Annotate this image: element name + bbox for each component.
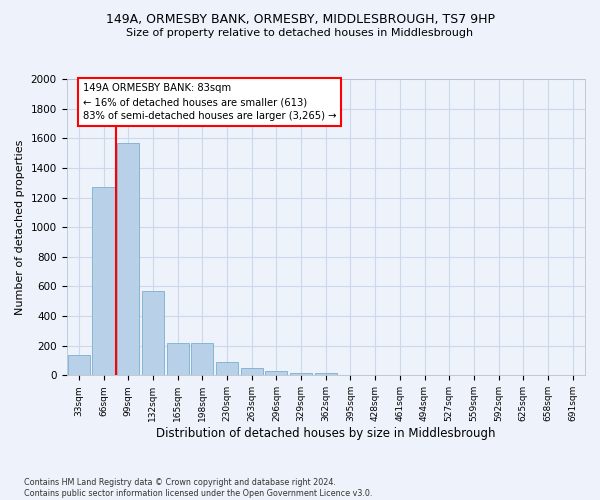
Bar — [314, 373, 337, 376]
Y-axis label: Number of detached properties: Number of detached properties — [15, 140, 25, 315]
Bar — [216, 362, 238, 376]
Bar — [191, 342, 214, 376]
Bar — [92, 187, 115, 376]
Bar — [167, 342, 189, 376]
Bar — [68, 354, 90, 376]
Text: 149A ORMESBY BANK: 83sqm
← 16% of detached houses are smaller (613)
83% of semi-: 149A ORMESBY BANK: 83sqm ← 16% of detach… — [83, 84, 336, 122]
Bar — [241, 368, 263, 376]
Text: Size of property relative to detached houses in Middlesbrough: Size of property relative to detached ho… — [127, 28, 473, 38]
Bar — [117, 142, 139, 376]
Bar — [265, 371, 287, 376]
X-axis label: Distribution of detached houses by size in Middlesbrough: Distribution of detached houses by size … — [156, 427, 496, 440]
Text: Contains HM Land Registry data © Crown copyright and database right 2024.
Contai: Contains HM Land Registry data © Crown c… — [24, 478, 373, 498]
Text: 149A, ORMESBY BANK, ORMESBY, MIDDLESBROUGH, TS7 9HP: 149A, ORMESBY BANK, ORMESBY, MIDDLESBROU… — [106, 12, 494, 26]
Bar — [142, 291, 164, 376]
Bar — [290, 373, 312, 376]
